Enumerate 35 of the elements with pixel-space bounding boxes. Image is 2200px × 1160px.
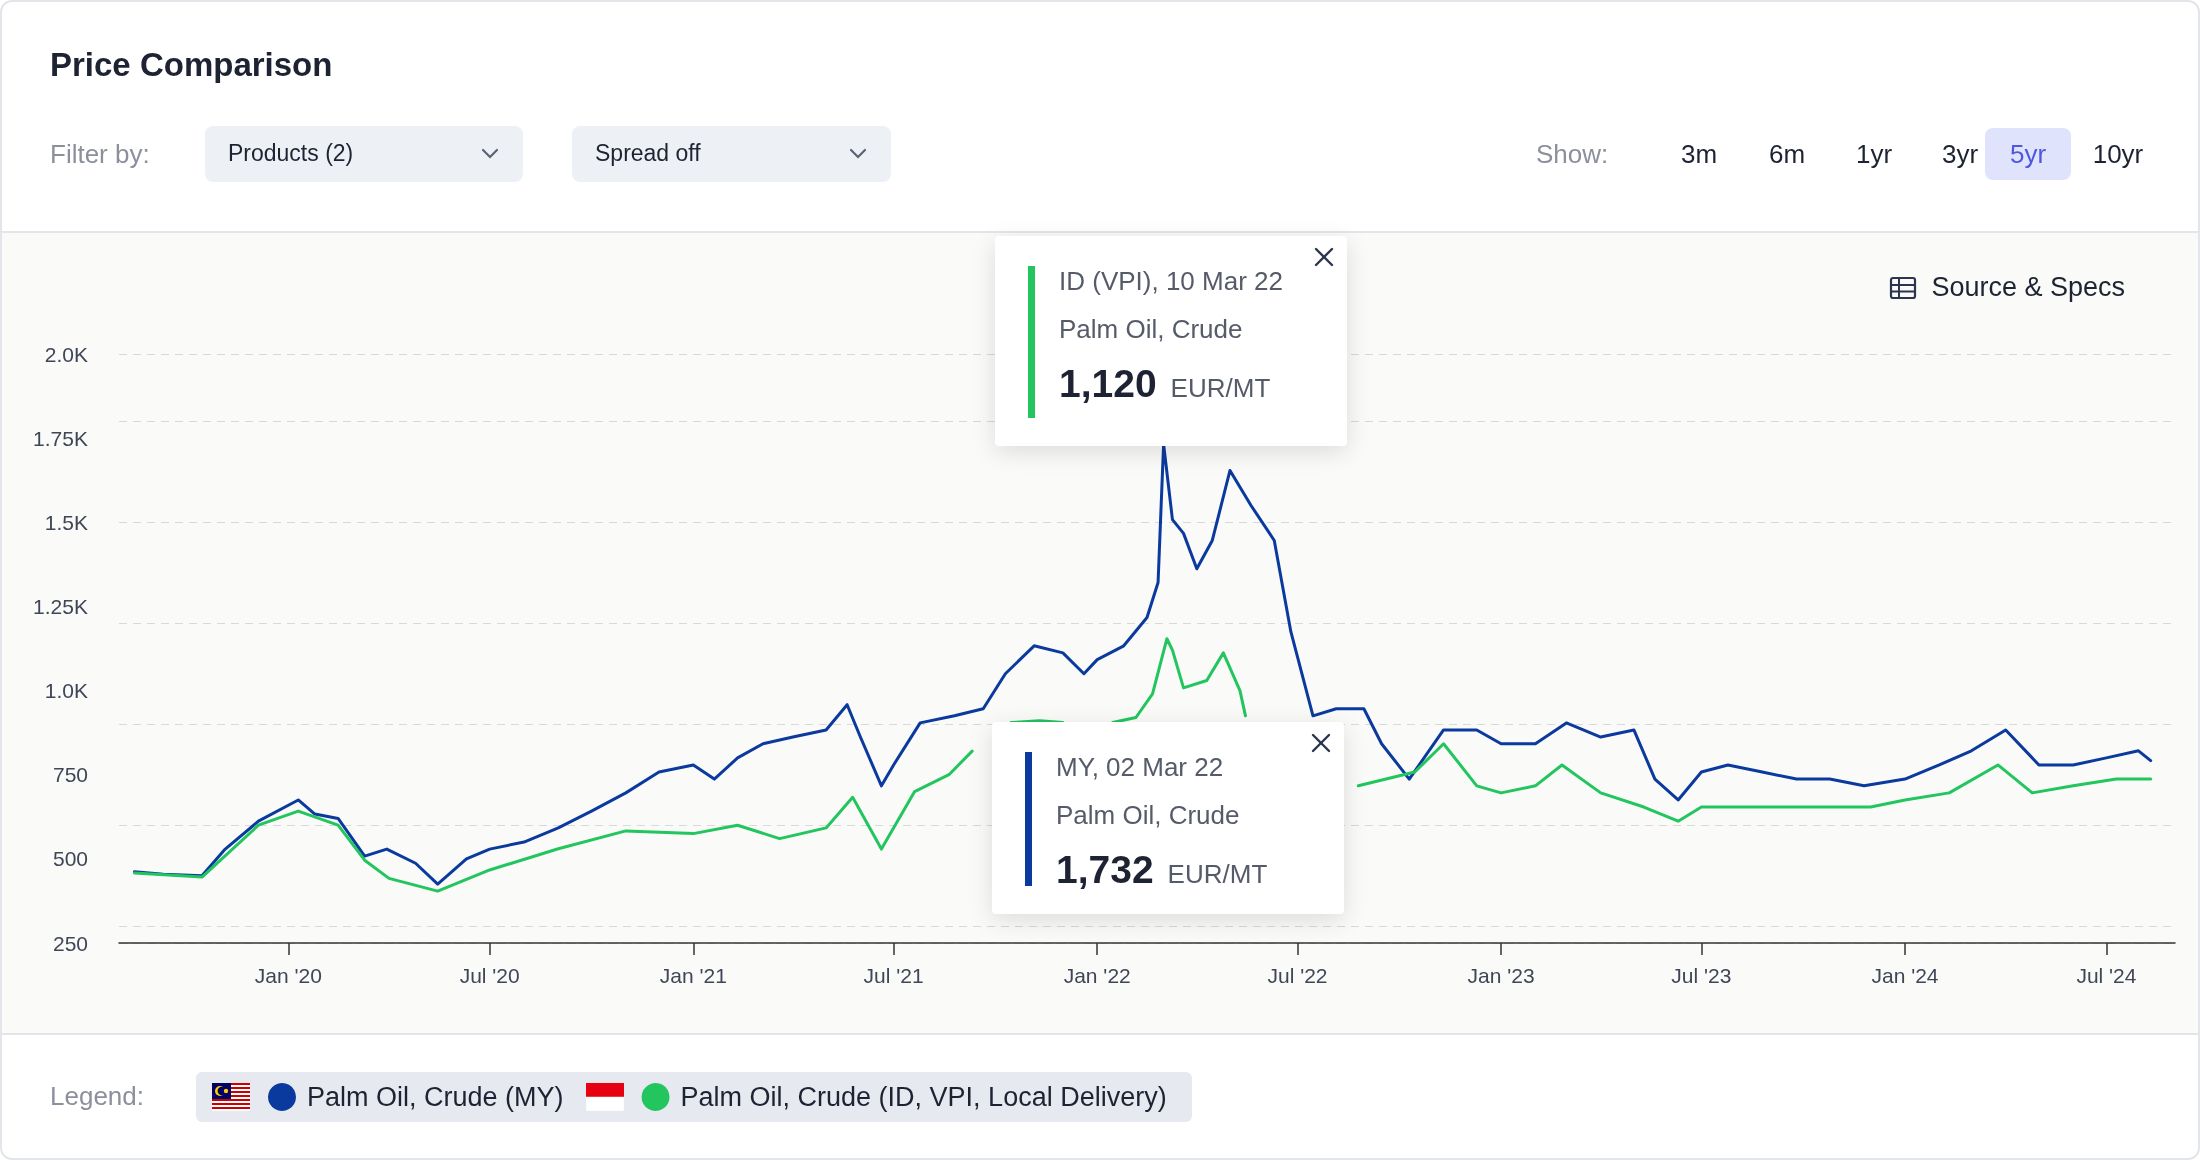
y-tick-label: 1.5K bbox=[44, 510, 88, 534]
source-note: Source & Specs bbox=[1930, 272, 2125, 303]
text: Spread off bbox=[595, 140, 701, 167]
x-tick-label: Jul '23 bbox=[1671, 964, 1732, 987]
legend-label: Palm Oil, Crude (MY) bbox=[307, 1082, 564, 1112]
annotation: MY, 02 Mar 22 Palm Oil, Crude 1,732 EUR/MT bbox=[1056, 752, 1268, 891]
x-tick-label: Jan '24 bbox=[1871, 964, 1939, 987]
text: Filter by: bbox=[50, 139, 150, 170]
text: 5yr bbox=[1985, 128, 2071, 180]
text: Show: bbox=[1536, 139, 1609, 170]
chart-title: Price Comparison bbox=[50, 46, 333, 84]
text: Legend: bbox=[50, 1081, 144, 1112]
x-tick-label: Jan '23 bbox=[1467, 964, 1535, 987]
y-tick-label: 2.0K bbox=[44, 342, 88, 366]
x-tick-label: Jan '21 bbox=[659, 964, 727, 987]
legend-label: Palm Oil, Crude (ID, VPI, Local Delivery) bbox=[680, 1082, 1167, 1112]
annotation: ID (VPI), 10 Mar 22 Palm Oil, Crude 1,120 EUR/MT bbox=[1059, 266, 1283, 405]
y-tick-label: 1.75K bbox=[33, 426, 88, 450]
x-tick-label: Jan '20 bbox=[254, 964, 322, 987]
text: 10yr bbox=[2091, 137, 2145, 171]
text: Products (2) bbox=[228, 140, 354, 167]
x-tick-label: Jan '22 bbox=[1063, 964, 1131, 987]
x-tick-label: Jul '20 bbox=[459, 964, 520, 987]
y-tick-label: 250 bbox=[52, 931, 88, 955]
text: 3m bbox=[1679, 137, 1719, 171]
y-tick-label: 750 bbox=[52, 763, 88, 787]
y-tick-label: 1.0K bbox=[44, 679, 88, 703]
y-tick-label: 1.25K bbox=[33, 594, 88, 618]
text: 3yr bbox=[1940, 137, 1980, 171]
y-tick-label: 500 bbox=[52, 847, 88, 871]
x-tick-label: Jul '21 bbox=[863, 964, 924, 987]
x-tick-label: Jul '22 bbox=[1267, 964, 1328, 987]
x-tick-label: Jul '24 bbox=[2076, 964, 2137, 987]
text: 6m bbox=[1767, 137, 1807, 171]
text: 1yr bbox=[1854, 137, 1894, 171]
